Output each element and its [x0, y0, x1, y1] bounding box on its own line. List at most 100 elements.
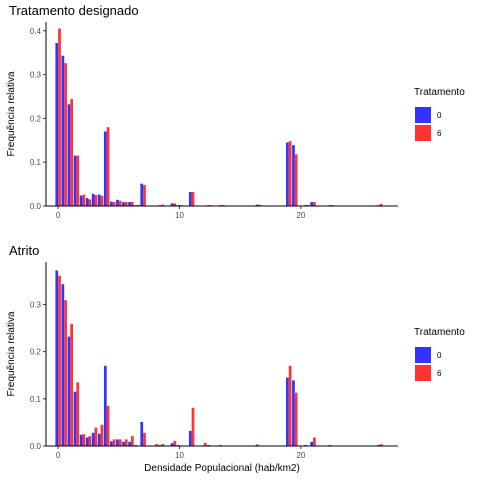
bar-series-0-x-0 — [55, 270, 58, 446]
legend-title: Tratamento — [414, 327, 465, 338]
bar-series-6-x-0 — [58, 276, 61, 446]
bar-series-0-x-19.5 — [292, 145, 295, 206]
bar-series-6-x-5 — [119, 201, 122, 206]
legend-label-0: 0 — [437, 111, 442, 120]
bar-series-6-x-1.5 — [76, 382, 79, 446]
bar-series-6-x-21 — [313, 202, 316, 206]
bar-series-6-x-19.5 — [295, 393, 298, 446]
bar-series-6-x-6 — [131, 436, 134, 446]
bar-series-6-x-0.5 — [64, 63, 67, 206]
legend-label-0: 0 — [437, 351, 442, 360]
bar-series-6-x-3 — [95, 195, 98, 206]
bar-series-0-x-3.5 — [98, 195, 101, 206]
bar-series-6-x-2 — [82, 434, 85, 446]
bar-series-0-x-11 — [189, 192, 192, 206]
chart-title: Atrito — [9, 243, 39, 258]
y-tick-label: 0.4 — [30, 27, 42, 36]
legend: Tratamento 0 6 — [414, 87, 465, 141]
bar-series-0-x-11 — [189, 431, 192, 446]
y-axis-label: Frequência relativa — [6, 311, 17, 396]
legend: Tratamento 0 6 — [414, 327, 465, 381]
legend-title: Tratamento — [414, 87, 465, 98]
bar-series-6-x-2 — [82, 195, 85, 206]
bar-series-0-x-3.5 — [98, 434, 101, 446]
bar-series-0-x-5 — [116, 439, 119, 446]
y-tick-label: 0.2 — [30, 348, 42, 357]
bar-series-6-x-9.5 — [173, 441, 176, 446]
x-tick-label: 20 — [296, 211, 305, 220]
x-tick-label: 20 — [296, 451, 305, 460]
bar-series-6-x-7 — [143, 185, 146, 206]
bar-series-6-x-11 — [192, 192, 195, 206]
bar-series-6-x-4.5 — [113, 439, 116, 446]
bar-series-0-x-7 — [140, 184, 143, 206]
bar-series-0-x-2 — [80, 435, 83, 446]
bar-series-0-x-7 — [140, 422, 143, 446]
legend-label-6: 6 — [437, 129, 442, 138]
bar-series-0-x-5.5 — [122, 442, 125, 446]
bar-series-0-x-4.5 — [110, 441, 113, 446]
legend-swatch-0 — [415, 347, 431, 363]
bar-series-0-x-2 — [80, 195, 83, 206]
bar-series-6-x-4 — [107, 406, 110, 446]
y-tick-label: 0.2 — [30, 114, 42, 123]
x-axis-label: Densidade Populacional (hab/km2) — [144, 463, 300, 474]
bar-series-0-x-19.5 — [292, 380, 295, 446]
x-tick-label: 10 — [175, 211, 184, 220]
bar-series-0-x-1 — [68, 337, 71, 446]
y-axis-label: Frequência relativa — [6, 71, 17, 156]
bar-series-0-x-2.5 — [86, 438, 89, 446]
bar-series-6-x-0 — [58, 29, 61, 206]
bar-series-6-x-3.5 — [101, 196, 104, 206]
bar-series-6-x-19 — [289, 141, 292, 206]
bar-series-6-x-3.5 — [101, 425, 104, 446]
legend-swatch-6 — [415, 125, 431, 141]
bar-series-6-x-4.5 — [113, 202, 116, 206]
x-tick-label: 10 — [175, 451, 184, 460]
chart-panel-2: Atrito 0.0 0.1 0.2 0.3 0 10 20 Frequência relati… — [6, 243, 465, 474]
legend-label-6: 6 — [437, 369, 442, 378]
bar-series-6-x-7 — [143, 433, 146, 446]
bar-series-6-x-11 — [192, 408, 195, 446]
bar-series-6-x-19.5 — [295, 154, 298, 206]
bar-series-6-x-5.5 — [125, 202, 128, 206]
y-tick-label: 0.1 — [30, 158, 42, 167]
bar-series-0-x-19 — [286, 378, 289, 446]
bar-series-0-x-0.5 — [61, 56, 64, 206]
bar-series-6-x-1 — [70, 99, 73, 206]
bar-series-6-x-1.5 — [76, 156, 79, 206]
bar-series-6-x-3 — [95, 428, 98, 446]
bar-series-0-x-3 — [92, 433, 95, 446]
y-tick-label: 0.1 — [30, 395, 42, 404]
bar-series-6-x-1 — [70, 324, 73, 446]
y-tick-label: 0.3 — [30, 300, 42, 309]
chart-title: Tratamento designado — [9, 3, 139, 18]
bar-series-0-x-21 — [310, 202, 313, 206]
bar-series-6-x-0.5 — [64, 300, 67, 446]
bar-series-0-x-1 — [68, 104, 71, 206]
bar-series-0-x-1.5 — [74, 392, 77, 446]
x-tick-label: 0 — [56, 211, 61, 220]
legend-swatch-0 — [415, 107, 431, 123]
chart-panel-1: Tratamento designado 0.0 0.1 0.2 0.3 0.4 0 10 20… — [6, 3, 465, 220]
bar-series-0-x-6 — [128, 202, 131, 206]
bar-series-6-x-5 — [119, 439, 122, 446]
legend-swatch-6 — [415, 365, 431, 381]
bar-series-0-x-5.5 — [122, 202, 125, 206]
bar-series-0-x-2.5 — [86, 198, 89, 206]
bar-series-0-x-5 — [116, 200, 119, 206]
x-tick-label: 0 — [56, 451, 61, 460]
bar-series-0-x-3 — [92, 194, 95, 206]
bar-series-6-x-5.5 — [125, 439, 128, 446]
bar-series-0-x-6 — [128, 442, 131, 446]
bar-series-6-x-6 — [131, 202, 134, 206]
bar-series-6-x-2.5 — [88, 199, 91, 206]
bar-series-6-x-2.5 — [88, 436, 91, 446]
bar-series-0-x-4 — [104, 132, 107, 206]
bar-series-0-x-1.5 — [74, 156, 77, 206]
y-tick-label: 0.0 — [30, 442, 42, 451]
y-tick-label: 0.0 — [30, 202, 42, 211]
y-tick-label: 0.3 — [30, 71, 42, 80]
bar-series-0-x-4 — [104, 366, 107, 446]
